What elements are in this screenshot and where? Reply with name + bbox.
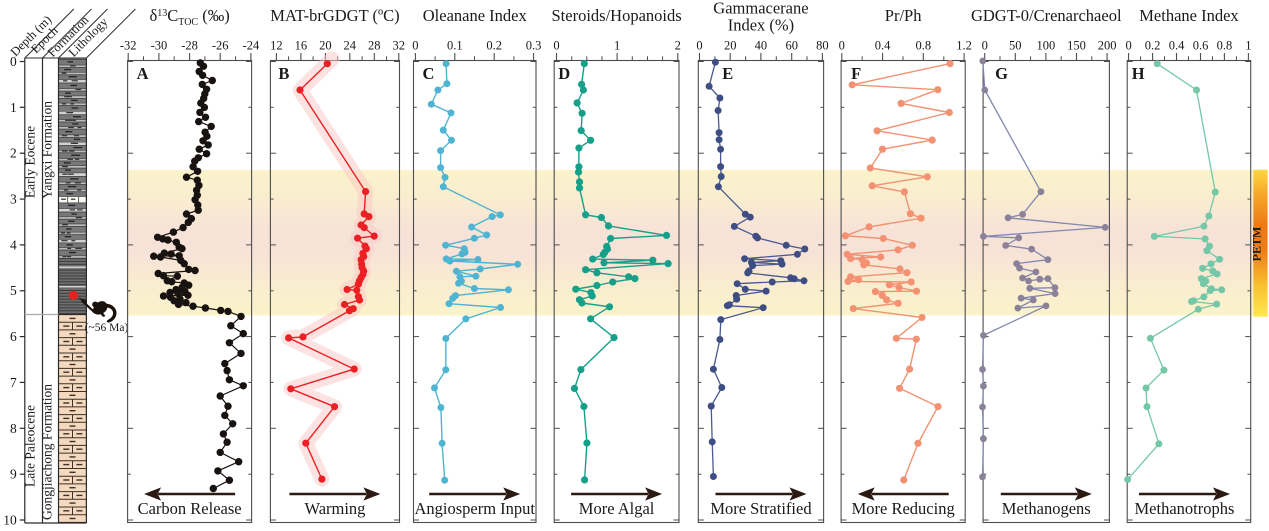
svg-text:2: 2 (10, 146, 17, 161)
svg-text:-24: -24 (243, 39, 260, 53)
svg-text:4: 4 (10, 237, 17, 252)
svg-text:1: 1 (10, 100, 17, 115)
svg-text:Methanotrophs: Methanotrophs (1134, 499, 1234, 518)
svg-text:0: 0 (839, 39, 845, 53)
svg-text:0.2: 0.2 (486, 39, 502, 53)
svg-text:Methane Index: Methane Index (1139, 6, 1239, 25)
svg-text:0: 0 (10, 54, 17, 69)
svg-text:100: 100 (1037, 39, 1056, 53)
svg-text:0.2: 0.2 (1145, 39, 1161, 53)
svg-text:32: 32 (393, 39, 406, 53)
svg-text:20: 20 (319, 39, 332, 53)
svg-text:0: 0 (412, 39, 418, 53)
svg-text:Steroids/Hopanoids: Steroids/Hopanoids (552, 6, 682, 25)
svg-text:0.1: 0.1 (447, 39, 463, 53)
svg-text:150: 150 (1067, 39, 1086, 53)
svg-text:28: 28 (368, 39, 381, 53)
svg-text:6: 6 (10, 329, 17, 344)
svg-text:Yangxi Formation: Yangxi Formation (40, 101, 55, 199)
svg-text:More Algal: More Algal (579, 499, 655, 518)
svg-text:0.8: 0.8 (915, 39, 931, 53)
svg-text:Gammacerane: Gammacerane (713, 0, 808, 18)
svg-text:G: G (995, 64, 1008, 83)
svg-text:A: A (137, 64, 149, 83)
svg-text:δ13CTOC (‰): δ13CTOC (‰) (149, 6, 229, 28)
svg-text:2: 2 (675, 39, 681, 53)
svg-text:-30: -30 (151, 39, 168, 53)
svg-text:80: 80 (816, 39, 829, 53)
svg-text:GDGT-0/Crenarchaeol: GDGT-0/Crenarchaeol (971, 6, 1122, 25)
svg-text:1.2: 1.2 (956, 39, 972, 53)
svg-text:20: 20 (724, 39, 737, 53)
svg-text:MAT-brGDGT (ºC): MAT-brGDGT (ºC) (270, 6, 399, 25)
svg-text:12: 12 (270, 39, 283, 53)
svg-text:C: C (423, 64, 435, 83)
svg-text:1: 1 (1245, 39, 1251, 53)
svg-text:5: 5 (10, 283, 17, 298)
svg-text:D: D (558, 64, 570, 83)
svg-text:F: F (851, 64, 861, 83)
svg-text:Pr/Ph: Pr/Ph (885, 6, 922, 25)
svg-text:200: 200 (1098, 39, 1117, 53)
svg-text:0: 0 (982, 39, 988, 53)
svg-text:0.6: 0.6 (1193, 39, 1209, 53)
svg-text:H: H (1132, 64, 1145, 83)
svg-text:0.3: 0.3 (526, 39, 542, 53)
svg-text:Warming: Warming (304, 499, 365, 518)
svg-text:9: 9 (10, 467, 17, 482)
svg-text:Index (%): Index (%) (728, 16, 794, 35)
svg-text:10: 10 (3, 513, 17, 528)
svg-text:Carbon Release: Carbon Release (138, 499, 242, 518)
svg-text:0: 0 (1125, 39, 1131, 53)
svg-text:B: B (278, 64, 289, 83)
svg-text:16: 16 (295, 39, 308, 53)
svg-text:-28: -28 (181, 39, 198, 53)
svg-text:-32: -32 (120, 39, 137, 53)
svg-text:(~56 Ma): (~56 Ma) (85, 322, 129, 334)
svg-text:24: 24 (344, 39, 357, 53)
svg-text:PETM: PETM (1250, 227, 1264, 262)
svg-text:1: 1 (614, 39, 620, 53)
svg-text:0.8: 0.8 (1217, 39, 1233, 53)
svg-text:More Stratified: More Stratified (710, 499, 812, 518)
svg-text:60: 60 (785, 39, 798, 53)
svg-text:7: 7 (10, 375, 17, 390)
svg-text:Oleanane Index: Oleanane Index (423, 6, 528, 25)
svg-text:E: E (722, 64, 733, 83)
svg-text:0.4: 0.4 (1169, 39, 1185, 53)
svg-text:40: 40 (755, 39, 768, 53)
svg-text:0: 0 (696, 39, 702, 53)
svg-text:Methanogens: Methanogens (1002, 499, 1091, 518)
svg-text:3: 3 (10, 192, 17, 207)
svg-text:0.4: 0.4 (875, 39, 891, 53)
svg-text:Gongjiachong Formation: Gongjiachong Formation (40, 384, 55, 520)
svg-text:Early Eocene: Early Eocene (23, 126, 38, 198)
svg-text:-26: -26 (212, 39, 229, 53)
svg-text:8: 8 (10, 421, 17, 436)
svg-text:Angiosperm Input: Angiosperm Input (414, 499, 535, 518)
svg-text:0: 0 (553, 39, 559, 53)
svg-text:More Reducing: More Reducing (852, 499, 955, 518)
svg-text:Late Paleocene: Late Paleocene (23, 405, 38, 487)
svg-text:50: 50 (1009, 39, 1022, 53)
